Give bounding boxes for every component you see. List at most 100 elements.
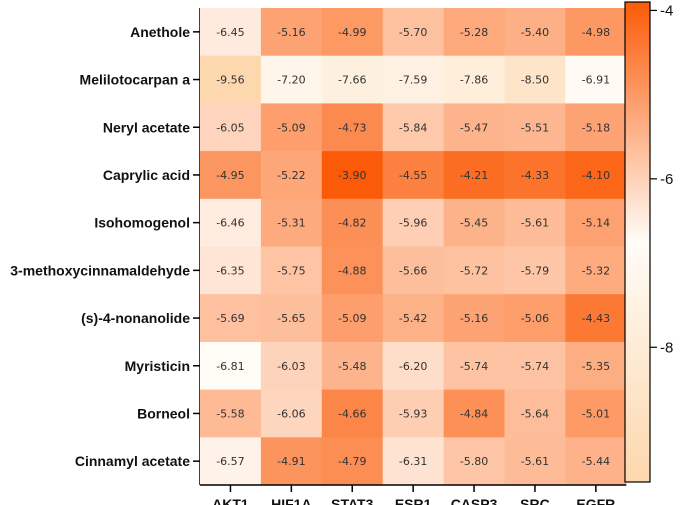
cell-value-label: -5.74 bbox=[521, 360, 549, 373]
cell-value-label: -8.50 bbox=[521, 74, 549, 87]
row-label: Neryl acetate bbox=[103, 119, 190, 135]
heatmap-cell bbox=[260, 103, 323, 152]
cell-value-label: -5.47 bbox=[460, 121, 488, 134]
heatmap-cell bbox=[382, 341, 444, 390]
heatmap-cell bbox=[504, 151, 566, 200]
heatmap-cell bbox=[321, 103, 383, 152]
heatmap-cell bbox=[260, 389, 323, 438]
heatmap-cell bbox=[200, 246, 262, 295]
cell-value-label: -4.10 bbox=[582, 169, 610, 182]
heatmap-cell bbox=[443, 198, 505, 247]
heatmap-cell bbox=[382, 246, 444, 295]
cell-value-label: -5.42 bbox=[399, 312, 427, 325]
cell-value-label: -4.73 bbox=[338, 121, 366, 134]
heatmap-cell bbox=[443, 55, 505, 104]
heatmap-cell bbox=[321, 246, 383, 295]
cell-value-label: -5.69 bbox=[216, 312, 244, 325]
colorbar: -4 -6 -8 bbox=[624, 1, 673, 483]
cell-value-label: -5.65 bbox=[277, 312, 305, 325]
colorbar-tick-label: -4 bbox=[660, 2, 673, 19]
heatmap-cell bbox=[443, 246, 505, 295]
cell-value-label: -4.82 bbox=[338, 217, 366, 230]
row-label: Isohomogenol bbox=[94, 215, 190, 231]
colorbar-tick-label: -8 bbox=[660, 339, 673, 356]
heatmap-cell bbox=[200, 198, 262, 247]
column-label: AKT1 bbox=[212, 496, 249, 505]
cell-value-label: -4.91 bbox=[277, 455, 305, 468]
heatmap-cell bbox=[443, 389, 505, 438]
heatmap-cell bbox=[200, 55, 262, 104]
cell-value-label: -7.59 bbox=[399, 74, 427, 87]
cell-value-label: -7.86 bbox=[460, 74, 488, 87]
heatmap-cell bbox=[504, 437, 566, 486]
cell-value-label: -5.96 bbox=[399, 217, 427, 230]
heatmap-cell bbox=[565, 151, 627, 200]
cell-value-label: -6.06 bbox=[277, 407, 305, 420]
heatmap-cell bbox=[504, 246, 566, 295]
cell-value-label: -4.95 bbox=[216, 169, 244, 182]
cell-value-label: -7.20 bbox=[277, 74, 305, 87]
column-labels: AKT1 HIF1A STAT3 ESR1 CASP3 SRC EGFR bbox=[200, 484, 627, 505]
cell-value-label: -4.79 bbox=[338, 455, 366, 468]
column-label: SRC bbox=[520, 496, 550, 505]
cell-value-label: -5.09 bbox=[277, 121, 305, 134]
cell-value-label: -5.61 bbox=[521, 455, 549, 468]
heatmap-cell bbox=[321, 198, 383, 247]
heatmap-cell bbox=[260, 151, 323, 200]
heatmap-cell bbox=[565, 246, 627, 295]
heatmap-cell bbox=[321, 389, 383, 438]
colorbar-gradient bbox=[624, 1, 651, 483]
row-label: Anethole bbox=[130, 24, 190, 40]
heatmap-cell bbox=[321, 8, 383, 56]
cell-value-label: -3.90 bbox=[338, 169, 366, 182]
cell-value-label: -5.84 bbox=[399, 121, 427, 134]
column-label: STAT3 bbox=[331, 496, 373, 505]
cell-value-label: -5.44 bbox=[582, 455, 610, 468]
heatmap-cell bbox=[382, 55, 444, 104]
heatmap-cell bbox=[382, 151, 444, 200]
heatmap-cell bbox=[200, 389, 262, 438]
heatmap-cell bbox=[382, 389, 444, 438]
row-label: 3-methoxycinnamaldehyde bbox=[10, 262, 190, 278]
heatmap-cell bbox=[565, 55, 627, 104]
cell-value-label: -6.46 bbox=[216, 217, 244, 230]
heatmap-cell bbox=[200, 341, 262, 390]
cell-value-label: -4.99 bbox=[338, 26, 366, 39]
heatmap-cell bbox=[200, 8, 262, 56]
column-label: HIF1A bbox=[271, 496, 311, 505]
cell-value-label: -5.74 bbox=[460, 360, 488, 373]
cell-value-label: -4.43 bbox=[582, 312, 610, 325]
heatmap-cell bbox=[200, 294, 262, 343]
cell-value-label: -6.45 bbox=[216, 26, 244, 39]
heatmap-cell bbox=[260, 198, 323, 247]
cell-value-label: -6.20 bbox=[399, 360, 427, 373]
heatmap-cell bbox=[565, 8, 627, 56]
heatmap-cell bbox=[504, 341, 566, 390]
cell-value-label: -5.01 bbox=[582, 407, 610, 420]
cell-value-label: -6.05 bbox=[216, 121, 244, 134]
column-label: EGFR bbox=[576, 496, 615, 505]
cell-value-label: -4.66 bbox=[338, 407, 366, 420]
heatmap-cell bbox=[565, 341, 627, 390]
heatmap-cell bbox=[565, 103, 627, 152]
cell-value-label: -5.16 bbox=[460, 312, 488, 325]
cell-value-label: -6.35 bbox=[216, 264, 244, 277]
heatmap-cell bbox=[260, 55, 323, 104]
row-label: Cinnamyl acetate bbox=[75, 453, 190, 469]
heatmap-cells: -6.45 -5.16 -4.99 -5.70 -5.28 -5.40 -4.98 -9.56… bbox=[200, 8, 627, 486]
row-label: Caprylic acid bbox=[103, 167, 190, 183]
heatmap-cell bbox=[260, 8, 323, 56]
heatmap-cell bbox=[321, 151, 383, 200]
heatmap-cell bbox=[382, 198, 444, 247]
cell-value-label: -5.48 bbox=[338, 360, 366, 373]
heatmap-cell bbox=[321, 294, 383, 343]
cell-value-label: -9.56 bbox=[216, 74, 244, 87]
heatmap-cell bbox=[565, 389, 627, 438]
cell-value-label: -5.61 bbox=[521, 217, 549, 230]
heatmap-cell bbox=[504, 294, 566, 343]
colorbar-tick-label: -6 bbox=[660, 171, 673, 188]
cell-value-label: -4.33 bbox=[521, 169, 549, 182]
heatmap-cell bbox=[565, 437, 627, 486]
column-label: CASP3 bbox=[451, 496, 498, 505]
